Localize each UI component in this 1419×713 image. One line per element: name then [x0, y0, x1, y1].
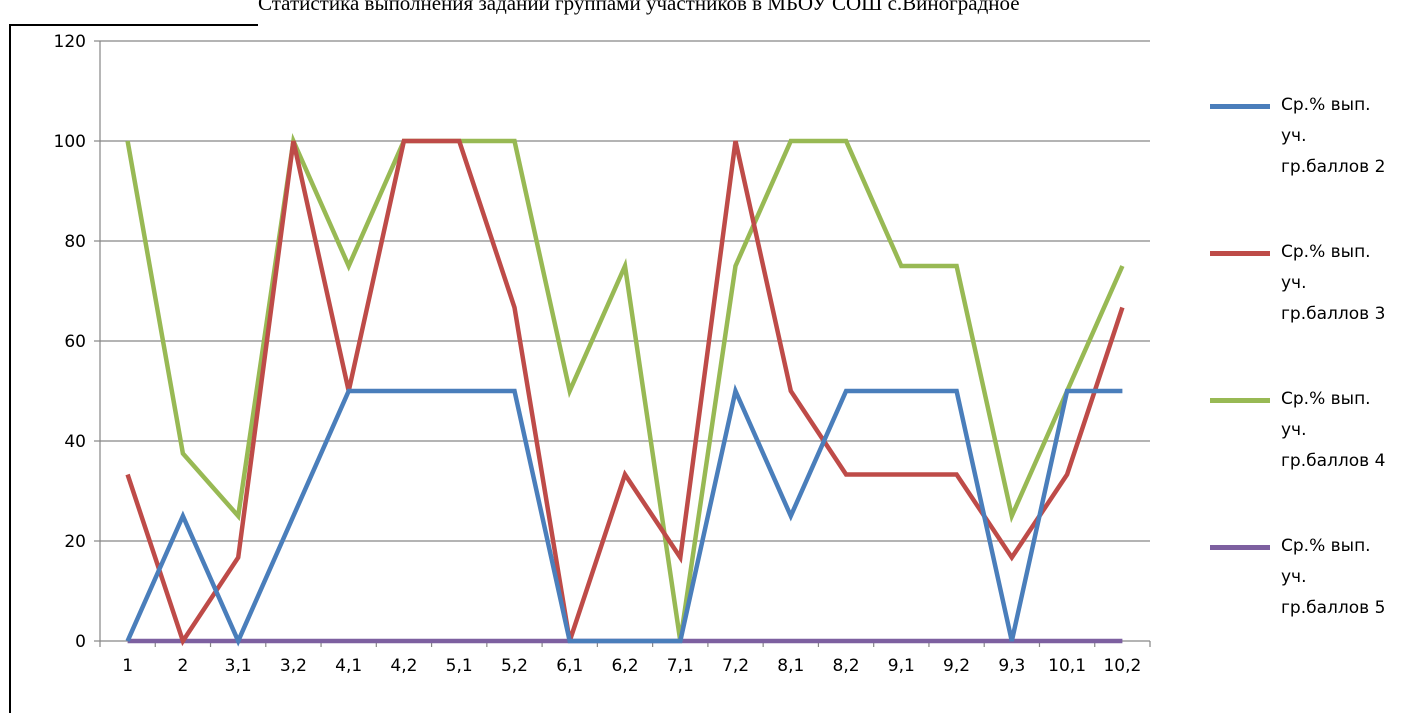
legend-label: Ср.% вып. уч. гр.баллов 3: [1281, 237, 1411, 330]
y-tick-label: 40: [64, 432, 86, 452]
x-tick-label: 6,1: [556, 656, 583, 676]
legend-label-line: гр.баллов 4: [1281, 451, 1386, 471]
legend-label: Ср.% вып. уч. гр.баллов 4: [1281, 384, 1411, 477]
x-tick-label: 5,2: [501, 656, 528, 676]
chart-frame-left-border: [9, 24, 11, 713]
legend-label-line: гр.баллов 5: [1281, 598, 1386, 618]
series-line-3: [125, 132, 1125, 642]
chart-legend: Ср.% вып. уч. гр.баллов 2 Ср.% вып. уч. гр.ба…: [1205, 90, 1415, 678]
chart-title: Статистика выполнения заданий группами у…: [258, 0, 1020, 15]
x-tick-label: 2: [177, 656, 188, 676]
legend-label-line: Ср.% вып.: [1281, 95, 1371, 115]
legend-label-line: Ср.% вып.: [1281, 536, 1371, 556]
legend-item: Ср.% вып. уч. гр.баллов 5: [1205, 531, 1415, 678]
y-tick-label: 0: [75, 632, 86, 652]
x-tick-label: 10,2: [1103, 656, 1141, 676]
x-tick-label: 7,1: [667, 656, 694, 676]
legend-swatch: [1210, 251, 1270, 256]
legend-item: Ср.% вып. уч. гр.баллов 4: [1205, 384, 1415, 531]
legend-label-line: гр.баллов 2: [1281, 157, 1386, 177]
legend-item: Ср.% вып. уч. гр.баллов 2: [1205, 90, 1415, 237]
y-tick-label: 60: [64, 332, 86, 352]
x-tick-label: 4,1: [335, 656, 362, 676]
legend-label-line: Ср.% вып.: [1281, 389, 1371, 409]
legend-label-line: уч.: [1281, 273, 1307, 293]
line-chart: 0 20 40 60 80 100 120 1 2 3,1 3,2 4,1 4,2 5,1 5,2 6,1 6,…: [54, 32, 1151, 676]
legend-label-line: Ср.% вып.: [1281, 242, 1371, 262]
x-tick-label: 6,2: [611, 656, 638, 676]
legend-label: Ср.% вып. уч. гр.баллов 2: [1281, 90, 1411, 183]
y-tick-label: 20: [64, 532, 86, 552]
legend-label: Ср.% вып. уч. гр.баллов 5: [1281, 531, 1411, 624]
x-tick-label: 1: [122, 656, 133, 676]
x-tick-label: 3,2: [280, 656, 307, 676]
legend-swatch: [1210, 104, 1270, 109]
y-tick-label: 100: [54, 132, 86, 152]
series-line-1: [125, 383, 1123, 647]
legend-swatch: [1210, 398, 1270, 403]
legend-label-line: уч.: [1281, 420, 1307, 440]
x-tick-label: 10,1: [1048, 656, 1086, 676]
legend-label-line: уч.: [1281, 126, 1307, 146]
legend-label-line: уч.: [1281, 567, 1307, 587]
y-tick-label: 80: [64, 232, 86, 252]
y-tick-label: 120: [54, 32, 86, 52]
legend-label-line: гр.баллов 3: [1281, 304, 1386, 324]
x-tick-label: 3,1: [225, 656, 252, 676]
x-tick-label: 9,3: [998, 656, 1025, 676]
x-tick-label: 9,2: [943, 656, 970, 676]
x-tick-label: 8,1: [777, 656, 804, 676]
x-tick-label: 7,2: [722, 656, 749, 676]
legend-item: Ср.% вып. уч. гр.баллов 3: [1205, 237, 1415, 384]
x-tick-label: 8,2: [833, 656, 860, 676]
x-tick-label: 9,1: [888, 656, 915, 676]
legend-swatch: [1210, 545, 1270, 550]
chart-frame-top-border: [9, 24, 258, 26]
x-tick-label: 4,2: [390, 656, 417, 676]
x-tick-label: 5,1: [446, 656, 473, 676]
series-line-2: [125, 138, 1125, 647]
